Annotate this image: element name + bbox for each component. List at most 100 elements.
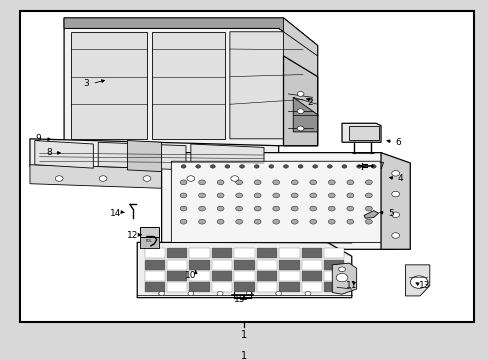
Circle shape <box>365 180 371 185</box>
Polygon shape <box>127 140 161 172</box>
Bar <box>324 260 344 270</box>
Text: 12: 12 <box>126 231 138 240</box>
Text: 10: 10 <box>185 271 196 280</box>
Polygon shape <box>152 32 224 139</box>
Bar <box>279 248 299 258</box>
Polygon shape <box>30 139 278 174</box>
Circle shape <box>312 165 317 168</box>
Circle shape <box>291 193 298 198</box>
Text: FOL: FOL <box>146 239 152 243</box>
Circle shape <box>143 176 151 181</box>
Bar <box>211 271 232 281</box>
Circle shape <box>239 165 244 168</box>
Circle shape <box>254 206 261 211</box>
Circle shape <box>346 219 353 224</box>
Polygon shape <box>405 265 429 296</box>
Circle shape <box>198 180 205 185</box>
Bar <box>144 260 164 270</box>
Bar <box>234 283 254 292</box>
Bar <box>189 260 209 270</box>
Circle shape <box>55 176 63 181</box>
Bar <box>189 248 209 258</box>
Bar <box>166 271 187 281</box>
Circle shape <box>195 165 200 168</box>
Circle shape <box>180 180 186 185</box>
Bar <box>256 248 277 258</box>
Circle shape <box>346 180 353 185</box>
Circle shape <box>309 206 316 211</box>
Circle shape <box>180 219 186 224</box>
Bar <box>324 248 344 258</box>
Text: 6: 6 <box>394 138 400 147</box>
Bar <box>279 283 299 292</box>
Bar <box>234 271 254 281</box>
Circle shape <box>391 171 399 176</box>
Bar <box>279 271 299 281</box>
Text: 7: 7 <box>377 162 383 171</box>
Circle shape <box>235 206 242 211</box>
Circle shape <box>297 91 304 96</box>
Circle shape <box>346 206 353 211</box>
Circle shape <box>230 176 238 181</box>
Circle shape <box>328 193 334 198</box>
Circle shape <box>328 219 334 224</box>
Bar <box>166 283 187 292</box>
Polygon shape <box>35 140 93 168</box>
Bar <box>189 283 209 292</box>
Circle shape <box>305 292 310 296</box>
Bar <box>211 283 232 292</box>
Circle shape <box>409 276 427 288</box>
Circle shape <box>338 267 345 272</box>
Circle shape <box>254 219 261 224</box>
Circle shape <box>327 165 331 168</box>
Circle shape <box>158 292 164 296</box>
Circle shape <box>186 176 194 181</box>
Circle shape <box>365 193 371 198</box>
Bar <box>144 248 164 258</box>
Circle shape <box>365 219 371 224</box>
Circle shape <box>217 206 224 211</box>
Bar <box>324 271 344 281</box>
Polygon shape <box>190 144 264 172</box>
Bar <box>256 271 277 281</box>
Bar <box>301 248 322 258</box>
Polygon shape <box>171 161 390 242</box>
Circle shape <box>365 206 371 211</box>
Polygon shape <box>161 153 395 249</box>
Circle shape <box>217 180 224 185</box>
Circle shape <box>291 219 298 224</box>
Circle shape <box>181 165 185 168</box>
Circle shape <box>180 193 186 198</box>
Circle shape <box>268 165 273 168</box>
Text: 11: 11 <box>346 281 357 290</box>
Bar <box>189 271 209 281</box>
Text: 1: 1 <box>241 330 247 339</box>
Circle shape <box>272 206 279 211</box>
Circle shape <box>328 206 334 211</box>
Circle shape <box>224 165 229 168</box>
Circle shape <box>309 193 316 198</box>
Circle shape <box>309 180 316 185</box>
Circle shape <box>254 180 261 185</box>
Circle shape <box>391 191 399 197</box>
Circle shape <box>356 165 361 168</box>
Circle shape <box>99 176 107 181</box>
Text: 15: 15 <box>233 295 245 304</box>
Circle shape <box>291 180 298 185</box>
Circle shape <box>391 233 399 238</box>
Bar <box>144 271 164 281</box>
Circle shape <box>187 292 193 296</box>
Polygon shape <box>30 165 278 192</box>
Polygon shape <box>363 211 378 218</box>
Circle shape <box>198 193 205 198</box>
Circle shape <box>217 193 224 198</box>
Text: 8: 8 <box>46 148 52 157</box>
Circle shape <box>297 126 304 131</box>
Polygon shape <box>348 126 378 140</box>
Bar <box>256 283 277 292</box>
Bar <box>279 260 299 270</box>
Bar <box>234 260 254 270</box>
Polygon shape <box>380 153 409 249</box>
Polygon shape <box>229 32 307 139</box>
Circle shape <box>272 219 279 224</box>
